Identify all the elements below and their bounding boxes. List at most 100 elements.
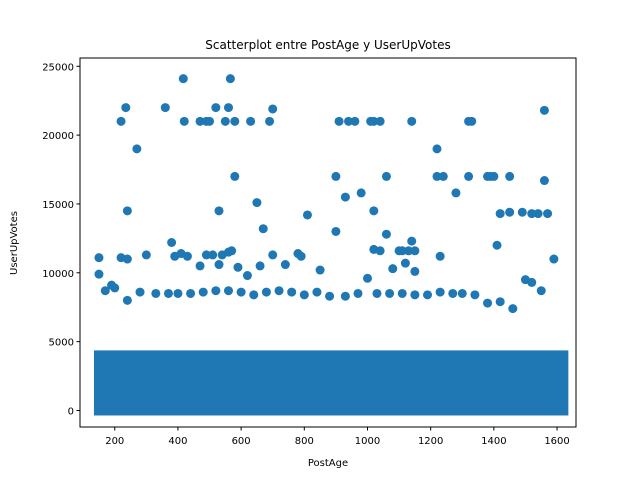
data-point xyxy=(372,288,382,298)
data-point xyxy=(369,116,379,126)
data-point xyxy=(236,287,246,297)
data-point xyxy=(407,116,417,126)
data-point xyxy=(404,246,414,256)
data-point xyxy=(246,116,256,126)
data-point xyxy=(362,273,372,283)
data-point xyxy=(94,269,104,279)
data-point xyxy=(230,116,240,126)
data-point xyxy=(252,198,262,208)
data-point xyxy=(312,287,322,297)
data-point xyxy=(255,261,265,271)
data-point xyxy=(265,116,275,126)
data-point xyxy=(340,192,350,202)
data-point xyxy=(432,171,442,181)
data-point xyxy=(539,176,549,186)
data-point xyxy=(135,287,145,297)
data-point xyxy=(110,283,120,293)
data-point xyxy=(385,288,395,298)
data-point xyxy=(388,264,398,274)
data-point xyxy=(211,286,221,296)
data-point xyxy=(122,295,132,305)
data-point xyxy=(438,171,448,181)
data-point xyxy=(195,261,205,271)
data-point xyxy=(274,286,284,296)
data-point xyxy=(173,288,183,298)
data-point xyxy=(302,210,312,220)
data-point xyxy=(230,171,240,181)
data-point xyxy=(344,116,354,126)
data-point xyxy=(527,209,537,219)
dense-region xyxy=(93,350,569,416)
data-point xyxy=(539,105,549,115)
data-point xyxy=(375,246,385,256)
data-point xyxy=(451,188,461,198)
data-point xyxy=(220,116,230,126)
data-point xyxy=(268,250,278,260)
data-point xyxy=(467,116,477,126)
data-point xyxy=(186,288,196,298)
data-point xyxy=(167,238,177,247)
x-tick-label: 200 xyxy=(105,436,124,447)
data-point xyxy=(381,171,391,181)
x-tick-label: 1400 xyxy=(481,436,506,447)
y-tick-label: 5000 xyxy=(49,338,74,349)
data-point xyxy=(122,254,132,264)
data-point xyxy=(151,288,161,298)
data-point xyxy=(132,144,142,154)
data-point xyxy=(381,229,391,239)
data-point xyxy=(163,288,173,298)
data-point xyxy=(410,266,420,276)
data-point xyxy=(178,74,188,84)
data-point xyxy=(495,297,505,307)
data-point xyxy=(340,291,350,301)
data-point xyxy=(205,116,215,126)
data-point xyxy=(543,209,553,219)
data-point xyxy=(448,288,458,298)
data-point xyxy=(258,224,268,234)
data-point xyxy=(208,250,218,260)
data-point xyxy=(483,298,493,308)
chart-title: Scatterplot entre PostAge y UserUpVotes xyxy=(205,38,450,52)
data-point xyxy=(214,260,224,270)
data-point xyxy=(369,206,379,216)
data-point xyxy=(400,258,410,268)
data-point xyxy=(141,250,151,260)
data-point xyxy=(492,240,502,250)
data-point xyxy=(423,290,433,300)
data-point xyxy=(315,265,325,275)
data-point xyxy=(495,209,505,219)
data-point xyxy=(287,287,297,297)
x-tick-label: 800 xyxy=(295,436,314,447)
data-point xyxy=(489,171,499,181)
plot-area-frame xyxy=(79,57,577,428)
data-point xyxy=(268,104,278,114)
data-point xyxy=(100,286,110,296)
data-point xyxy=(353,288,363,298)
data-point xyxy=(435,287,445,297)
data-point xyxy=(350,116,360,126)
data-point xyxy=(223,103,233,113)
data-point xyxy=(356,188,366,198)
data-point xyxy=(261,287,271,297)
data-point xyxy=(225,74,235,84)
data-point xyxy=(233,262,243,272)
data-point xyxy=(160,103,170,113)
data-point xyxy=(533,209,543,219)
data-point xyxy=(325,291,335,301)
data-point xyxy=(227,246,237,256)
x-axis-label: PostAge xyxy=(308,458,348,469)
data-point xyxy=(397,246,407,256)
data-point xyxy=(249,290,259,300)
data-point xyxy=(211,103,221,113)
data-point xyxy=(242,271,252,281)
y-tick-label: 25000 xyxy=(42,62,74,73)
x-tick-label: 400 xyxy=(168,436,187,447)
data-point xyxy=(407,236,417,246)
y-tick-label: 15000 xyxy=(42,200,74,211)
data-point xyxy=(527,277,537,287)
data-point xyxy=(182,251,192,261)
data-point xyxy=(179,116,189,126)
data-point xyxy=(375,116,385,126)
data-point xyxy=(121,103,131,113)
